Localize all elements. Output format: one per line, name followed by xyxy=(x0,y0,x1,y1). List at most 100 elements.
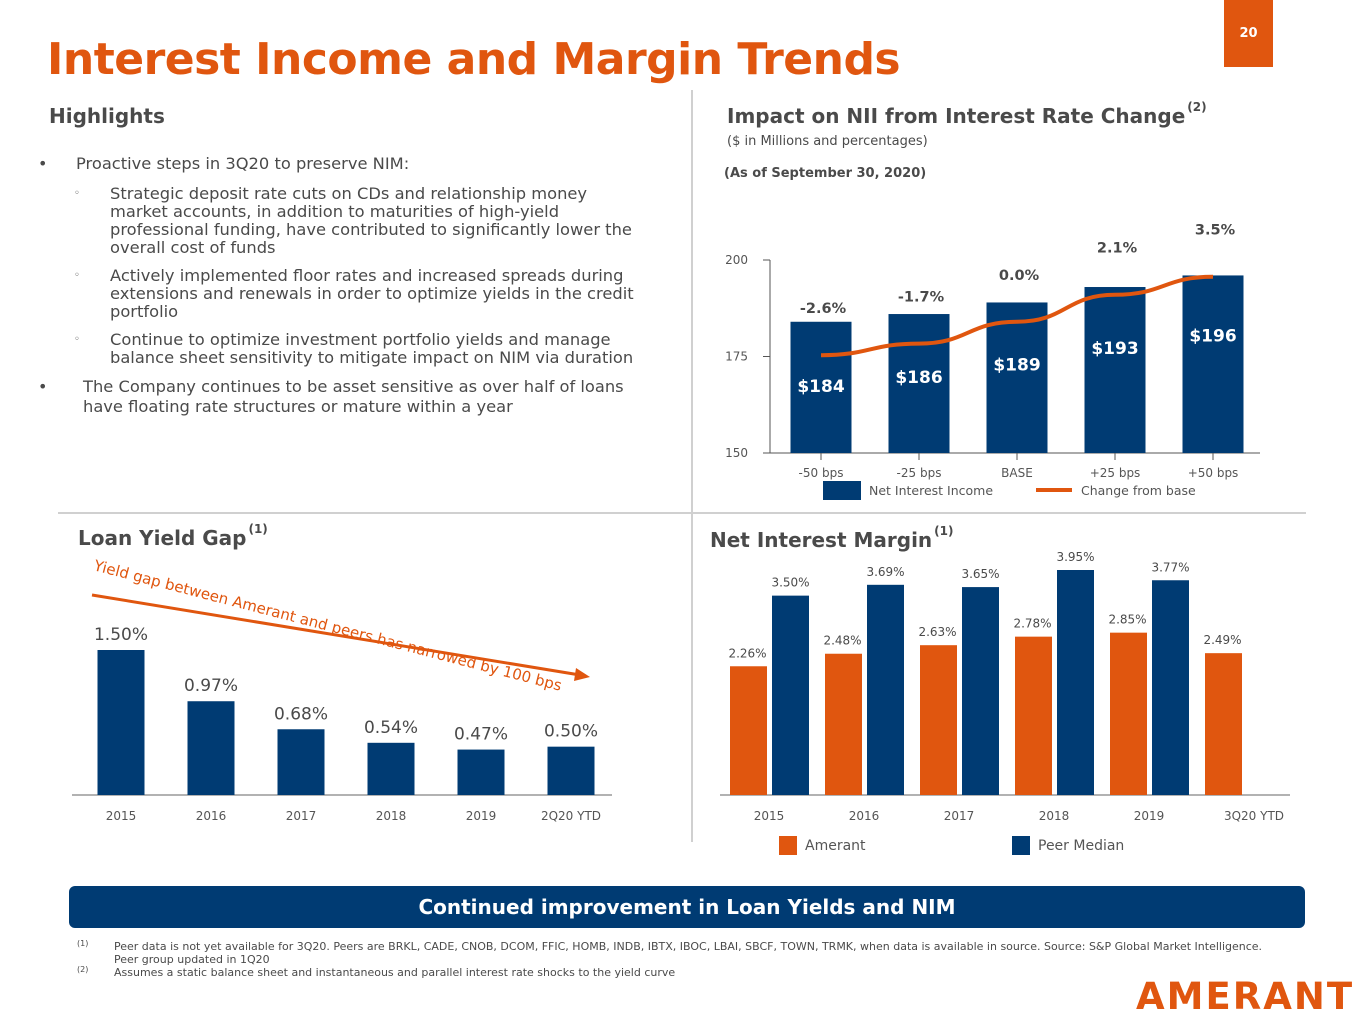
sub-bullet-item: ◦ Continue to optimize investment portfo… xyxy=(36,331,646,367)
loan-yield-heading-text: Loan Yield Gap xyxy=(78,526,247,550)
x-tick-label: 2017 xyxy=(286,809,317,823)
arrow-head-icon xyxy=(574,668,590,681)
legend-swatch-amerant xyxy=(779,836,797,855)
amerant-bar xyxy=(825,653,862,795)
legend-label: Net Interest Income xyxy=(869,483,993,498)
peer-bar xyxy=(1152,580,1189,795)
x-tick-label: 2018 xyxy=(376,809,407,823)
yield-gap-bar xyxy=(457,749,505,795)
y-tick-label: 200 xyxy=(725,253,748,267)
yield-gap-bar xyxy=(97,650,145,795)
sub-bullet-item: ◦ Strategic deposit rate cuts on CDs and… xyxy=(36,185,646,257)
page-number: 20 xyxy=(1224,0,1273,67)
amerant-bar xyxy=(1205,653,1242,795)
x-tick-label: -25 bps xyxy=(897,466,942,480)
bar-value-label: $186 xyxy=(895,368,942,388)
footnote-text: Assumes a static balance sheet and insta… xyxy=(114,966,676,979)
bar-value-label: 2.48% xyxy=(823,634,861,648)
peer-bar xyxy=(772,595,809,795)
bar-value-label: 0.97% xyxy=(184,676,238,696)
nim-heading-text: Net Interest Margin xyxy=(710,528,933,552)
peer-bar xyxy=(867,584,904,795)
sub-bullet-icon: ◦ xyxy=(74,270,80,281)
highlights-heading: Highlights xyxy=(49,104,165,128)
page-title: Interest Income and Margin Trends xyxy=(47,34,901,85)
x-tick-label: 2015 xyxy=(106,809,137,823)
bullet-item: • Proactive steps in 3Q20 to preserve NI… xyxy=(36,155,646,173)
sub-bullet-text: Continue to optimize investment portfoli… xyxy=(110,330,634,367)
y-tick-label: 175 xyxy=(725,350,748,364)
change-label: -2.6% xyxy=(800,301,847,317)
nim-chart: 2.26% 3.50% 2015 2.48% 3.69% 2016 2.63% 3.65% 20… xyxy=(720,550,1290,855)
bullet-item: • The Company continues to be asset sens… xyxy=(36,377,646,417)
legend-label: Peer Median xyxy=(1038,838,1124,854)
bar-value-label: 3.95% xyxy=(1056,550,1094,564)
nii-as-of: (As of September 30, 2020) xyxy=(724,166,927,181)
footnote-text: Peer data is not yet available for 3Q20.… xyxy=(114,940,1263,966)
footnote-mark: (2) xyxy=(77,965,89,974)
legend-label: Change from base xyxy=(1081,483,1196,498)
change-label: 2.1% xyxy=(1097,241,1138,257)
x-tick-label: 2015 xyxy=(754,809,785,823)
bar-value-label: 0.54% xyxy=(364,718,418,738)
sub-bullet-item: ◦ Actively implemented floor rates and i… xyxy=(36,267,646,321)
bar-value-label: 3.65% xyxy=(961,567,999,581)
yield-gap-bar xyxy=(187,701,235,795)
trend-annotation: Yield gap between Amerant and peers has … xyxy=(91,556,564,695)
bar-value-label: 1.50% xyxy=(94,625,148,645)
loan-yield-chart: 1.50% 2015 0.97% 2016 0.68% 2017 0.54% 2018 0.47… xyxy=(72,556,612,823)
nii-heading: Impact on NII from Interest Rate Change(… xyxy=(727,100,1207,128)
bar-value-label: 2.63% xyxy=(918,625,956,639)
highlights-list: • Proactive steps in 3Q20 to preserve NI… xyxy=(36,155,646,429)
nii-chart: 150 175 200 -50 bps $184 -2.6% -25 bps $186 -1.7… xyxy=(725,223,1260,500)
bar-value-label: 0.68% xyxy=(274,704,328,724)
sub-bullet-text: Actively implemented floor rates and inc… xyxy=(110,266,634,321)
x-tick-label: 2019 xyxy=(466,809,497,823)
change-label: 3.5% xyxy=(1195,223,1236,239)
vertical-divider xyxy=(691,90,693,842)
sub-bullet-text: Strategic deposit rate cuts on CDs and r… xyxy=(110,184,632,257)
legend-swatch-peer xyxy=(1012,836,1030,855)
nii-bar xyxy=(888,314,950,453)
legend-label: Amerant xyxy=(805,838,866,854)
legend-swatch-nii xyxy=(823,481,861,500)
amerant-logo: AMERANT xyxy=(1136,975,1355,1018)
sub-bullet-icon: ◦ xyxy=(74,188,80,199)
bullet-text: Proactive steps in 3Q20 to preserve NIM: xyxy=(76,154,410,173)
bar-value-label: 2.85% xyxy=(1108,613,1146,627)
bullet-icon: • xyxy=(38,154,48,173)
peer-bar xyxy=(962,587,999,795)
loan-yield-heading: Loan Yield Gap (1) xyxy=(78,522,268,550)
horizontal-divider xyxy=(58,512,1306,514)
bar-value-label: 3.50% xyxy=(771,576,809,590)
bar-value-label: 2.78% xyxy=(1013,617,1051,631)
amerant-bar xyxy=(1110,632,1147,795)
footnotes: (1) Peer data is not yet available for 3… xyxy=(77,939,1277,979)
nim-heading: Net Interest Margin (1) xyxy=(710,524,954,552)
amerant-bar xyxy=(920,645,957,795)
bar-value-label: 2.49% xyxy=(1203,633,1241,647)
footnote: (2) Assumes a static balance sheet and i… xyxy=(77,965,1277,979)
bar-value-label: 3.69% xyxy=(866,565,904,579)
x-tick-label: 3Q20 YTD xyxy=(1224,809,1284,823)
x-tick-label: 2019 xyxy=(1134,809,1165,823)
x-tick-label: -50 bps xyxy=(799,466,844,480)
x-tick-label: BASE xyxy=(1001,466,1033,480)
bar-value-label: $189 xyxy=(993,355,1040,375)
nii-subtitle: ($ in Millions and percentages) xyxy=(727,134,928,149)
amerant-bar xyxy=(730,666,767,795)
bar-value-label: 0.47% xyxy=(454,725,508,745)
yield-gap-bar xyxy=(277,729,325,795)
change-label: 0.0% xyxy=(999,268,1040,284)
footnote: (1) Peer data is not yet available for 3… xyxy=(77,939,1277,966)
nii-bar xyxy=(790,321,852,453)
x-tick-label: 2018 xyxy=(1039,809,1070,823)
nii-bar xyxy=(1182,275,1244,453)
amerant-bar xyxy=(1015,636,1052,795)
footnote-mark: (1) xyxy=(77,939,89,948)
bar-value-label: 3.77% xyxy=(1151,560,1189,574)
footnote-ref: (1) xyxy=(934,524,954,538)
bar-value-label: 2.26% xyxy=(728,646,766,660)
change-label: -1.7% xyxy=(898,290,945,306)
change-line xyxy=(820,274,1214,358)
